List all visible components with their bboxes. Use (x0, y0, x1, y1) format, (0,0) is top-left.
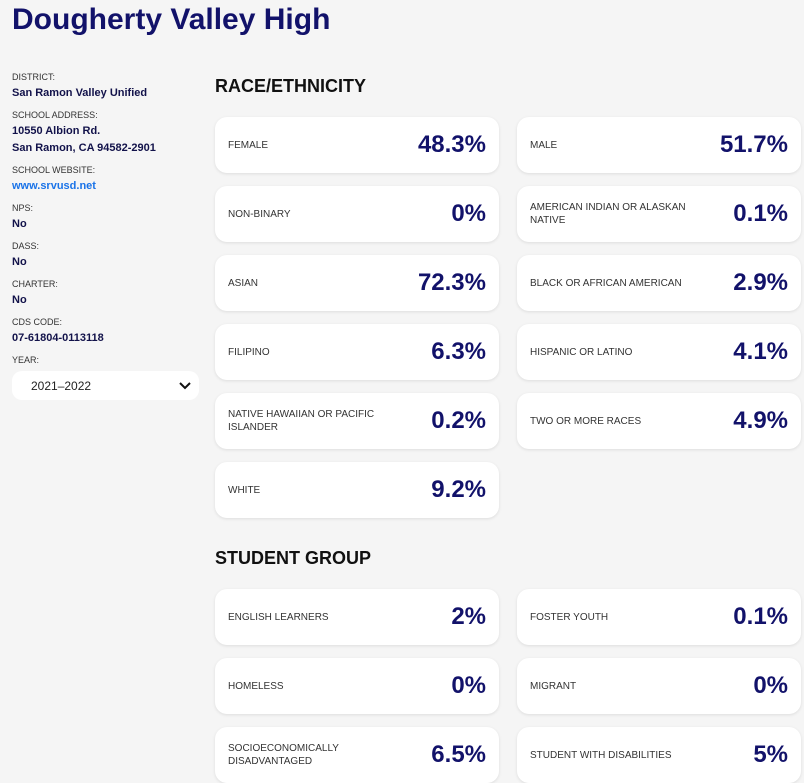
cds-label: CDS CODE: (12, 317, 63, 327)
stat-value: 2.9% (733, 269, 788, 296)
stat-value: 2% (451, 603, 486, 630)
chevron-down-icon (179, 381, 191, 389)
student-group-grid: ENGLISH LEARNERS 2% FOSTER YOUTH 0.1% HOMELE… (215, 589, 801, 783)
race-grid: FEMALE 48.3% MALE 51.7% NON-BINARY 0% AMERICAN… (215, 117, 801, 518)
district-value: San Ramon Valley Unified (12, 87, 148, 99)
school-info: DISTRICT: San Ramon Valley Unified SCHOO… (12, 64, 199, 400)
stat-card: FOSTER YOUTH 0.1% (517, 589, 801, 645)
stat-card: AMERICAN INDIAN OR ALASKAN NATIVE 0.1% (517, 186, 801, 242)
page-title: Dougherty Valley High (12, 3, 331, 36)
stat-value: 4.1% (733, 338, 788, 365)
dass-value: No (12, 256, 27, 268)
stat-label: NATIVE HAWAIIAN OR PACIFIC ISLANDER (228, 409, 375, 433)
stat-value: 6.3% (431, 338, 486, 365)
stat-value: 0% (451, 672, 486, 699)
dass-label: DASS: (12, 241, 40, 251)
stat-label: ASIAN (228, 277, 259, 289)
stat-card: WHITE 9.2% (215, 462, 499, 518)
stat-value: 0.2% (431, 407, 486, 434)
stat-label: FOSTER YOUTH (530, 611, 609, 623)
main-content: RACE/ETHNICITY FEMALE 48.3% MALE 51.7% NON-B… (215, 76, 801, 783)
charter-value: No (12, 294, 27, 306)
stat-label: STUDENT WITH DISABILITIES (530, 749, 672, 761)
charter-label: CHARTER: (12, 279, 58, 289)
stat-card: ASIAN 72.3% (215, 255, 499, 311)
stat-value: 4.9% (733, 407, 788, 434)
stat-card: FEMALE 48.3% (215, 117, 499, 173)
year-label: YEAR: (12, 355, 40, 365)
address-line2: San Ramon, CA 94582-2901 (12, 142, 156, 154)
stat-label: BLACK OR AFRICAN AMERICAN (530, 277, 682, 289)
stat-value: 5% (753, 741, 788, 768)
stat-card: HOMELESS 0% (215, 658, 499, 714)
year-select[interactable]: 2021–2022 (12, 371, 199, 400)
stat-value: 0.1% (733, 200, 788, 227)
stat-label: ENGLISH LEARNERS (228, 611, 329, 623)
stat-value: 0% (451, 200, 486, 227)
stat-card: TWO OR MORE RACES 4.9% (517, 393, 801, 449)
stat-card: STUDENT WITH DISABILITIES 5% (517, 727, 801, 783)
stat-value: 51.7% (719, 131, 788, 158)
stat-label: MALE (530, 139, 558, 151)
stat-card: ENGLISH LEARNERS 2% (215, 589, 499, 645)
stat-value: 0% (753, 672, 788, 699)
stat-card: NON-BINARY 0% (215, 186, 499, 242)
race-heading: RACE/ETHNICITY (215, 76, 367, 96)
stat-label: TWO OR MORE RACES (530, 415, 642, 427)
stat-label: AMERICAN INDIAN OR ALASKAN NATIVE (530, 202, 686, 226)
cds-value: 07-61804-0113118 (12, 332, 104, 344)
nps-label: NPS: (12, 203, 34, 213)
stat-value: 9.2% (431, 476, 486, 503)
stat-card: NATIVE HAWAIIAN OR PACIFIC ISLANDER 0.2% (215, 393, 499, 449)
stat-value: 72.3% (417, 269, 486, 296)
address-label: SCHOOL ADDRESS: (12, 110, 98, 120)
stat-value: 0.1% (733, 603, 788, 630)
stat-card: MIGRANT 0% (517, 658, 801, 714)
stat-card: MALE 51.7% (517, 117, 801, 173)
stat-value: 48.3% (417, 131, 486, 158)
stat-card: HISPANIC OR LATINO 4.1% (517, 324, 801, 380)
stat-label: WHITE (228, 484, 261, 496)
website-label: SCHOOL WEBSITE: (12, 165, 96, 175)
stat-label: FILIPINO (228, 346, 270, 358)
stat-label: FEMALE (228, 139, 269, 151)
stat-value: 6.5% (431, 741, 486, 768)
address-line1: 10550 Albion Rd. (12, 125, 101, 137)
stat-card: FILIPINO 6.3% (215, 324, 499, 380)
stat-card: SOCIOECONOMICALLY DISADVANTAGED 6.5% (215, 727, 499, 783)
website-link[interactable]: www.srvusd.net (12, 180, 96, 192)
student-group-heading: STUDENT GROUP (215, 548, 372, 568)
stat-label: NON-BINARY (228, 208, 291, 220)
stat-label: HISPANIC OR LATINO (530, 346, 633, 358)
stat-label: MIGRANT (530, 680, 577, 692)
district-label: DISTRICT: (12, 72, 56, 82)
stat-card: BLACK OR AFRICAN AMERICAN 2.9% (517, 255, 801, 311)
stat-label: SOCIOECONOMICALLY DISADVANTAGED (228, 743, 339, 767)
stat-label: HOMELESS (228, 680, 284, 692)
year-selected: 2021–2022 (31, 378, 92, 393)
nps-value: No (12, 218, 27, 230)
